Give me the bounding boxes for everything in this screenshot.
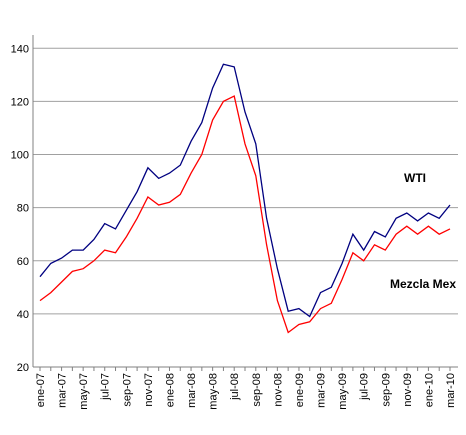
y-tick-label: 80 (17, 203, 29, 215)
x-tick-label: mar-08 (186, 373, 198, 408)
x-tick-label: ene-07 (35, 373, 47, 407)
x-tick-label: sep-08 (251, 373, 263, 407)
y-tick-label: 40 (17, 309, 29, 321)
x-tick-label: nov-09 (402, 373, 414, 407)
y-tick-label: 120 (11, 96, 29, 108)
x-tick-label: mar-07 (57, 373, 69, 408)
x-tick-label: nov-08 (272, 373, 284, 407)
x-tick-label: jul-08 (229, 373, 241, 401)
x-tick-label: sep-09 (380, 373, 392, 407)
x-tick-label: jul-07 (100, 373, 112, 401)
y-tick-label: 100 (11, 150, 29, 162)
y-tick-label: 20 (17, 362, 29, 374)
x-tick-label: ene-08 (164, 373, 176, 407)
y-tick-label: 140 (11, 43, 29, 55)
series-line (39, 95, 451, 334)
x-tick-label: mar-10 (445, 373, 457, 408)
x-tick-label: ene-09 (294, 373, 306, 407)
x-tick-label: ene-10 (423, 373, 435, 407)
y-tick-label: 60 (17, 256, 29, 268)
x-tick-label: nov-07 (143, 373, 155, 407)
series-line (39, 63, 451, 318)
x-tick-label: mar-09 (316, 373, 328, 408)
x-tick-label: jul-09 (359, 373, 371, 401)
series-label: Mezcla Mex (390, 277, 456, 291)
x-tick-label: may-07 (78, 373, 90, 410)
x-tick-label: may-08 (208, 373, 220, 410)
x-tick-label: sep-07 (121, 373, 133, 407)
x-tick-label: may-09 (337, 373, 349, 410)
series-label: WTI (404, 171, 426, 185)
